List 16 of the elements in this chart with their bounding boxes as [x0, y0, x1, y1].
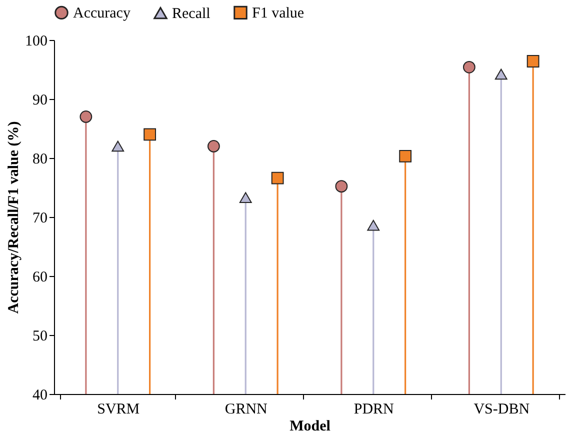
- y-tick-label: 80: [32, 152, 48, 168]
- y-tick-label: 40: [32, 388, 48, 404]
- x-tick-label: VS-DBN: [474, 402, 530, 418]
- x-tick-label: SVRM: [97, 402, 140, 418]
- y-axis-title: Accuracy/Recall/F1 value (%): [6, 121, 22, 314]
- y-tick-label: 70: [32, 210, 48, 226]
- legend-label: Recall: [172, 6, 210, 22]
- x-tick-label: PDRN: [354, 402, 394, 418]
- legend-label: Accuracy: [73, 6, 131, 22]
- x-tick-label: GRNN: [224, 402, 268, 418]
- y-tick-label: 50: [32, 328, 48, 344]
- y-tick-label: 90: [32, 92, 48, 108]
- x-axis-title: Model: [290, 418, 330, 434]
- y-tick-label: 100: [25, 34, 48, 50]
- legend-label: F1 value: [252, 6, 304, 22]
- y-tick-label: 60: [32, 270, 48, 286]
